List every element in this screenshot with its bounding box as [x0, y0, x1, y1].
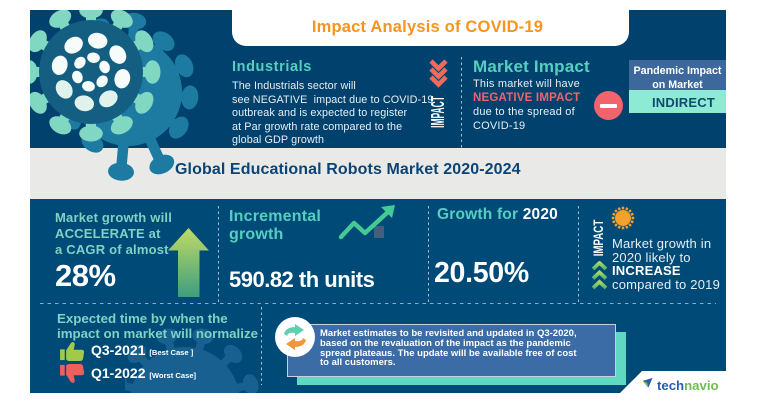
svg-text:technavio: technavio — [657, 378, 719, 393]
